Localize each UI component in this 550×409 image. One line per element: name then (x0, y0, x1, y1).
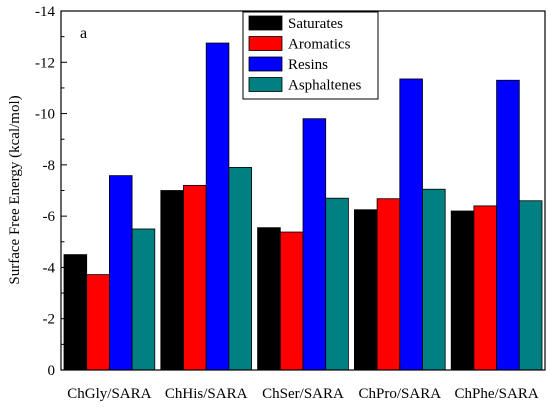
y-tick-label: -14 (35, 4, 55, 20)
bars-group (63, 42, 543, 371)
bar-asphaltenes-5 (518, 200, 543, 371)
bar-saturates-2 (160, 190, 184, 371)
bar-resins-2 (205, 42, 230, 371)
x-tick-label: ChPro/SARA (359, 386, 442, 402)
legend-label-asphaltenes: Asphaltenes (288, 78, 361, 94)
y-tick-label: -4 (43, 260, 56, 276)
bar-asphaltenes-1 (131, 228, 156, 371)
bar-aromatics-3 (279, 231, 304, 371)
bar-saturates-3 (257, 227, 281, 371)
legend-label-aromatics: Aromatics (288, 37, 351, 53)
bar-resins-5 (496, 79, 520, 371)
panel-letter: a (80, 25, 87, 42)
y-tick-label: -10 (35, 107, 55, 123)
bar-asphaltenes-2 (228, 167, 252, 371)
y-axis-title: Surface Free Energy (kcal/mol) (7, 95, 23, 284)
x-tick-label: ChHis/SARA (165, 386, 248, 402)
y-tick-label: -6 (43, 209, 56, 225)
legend: Saturates Aromatics Resins Asphaltenes (242, 11, 379, 100)
bar-aromatics-5 (473, 205, 497, 371)
bar-saturates-4 (353, 209, 378, 371)
x-tick-label: ChGly/SARA (67, 386, 151, 402)
bar-saturates-5 (450, 210, 475, 371)
x-tick-label: ChPhe/SARA (455, 386, 539, 402)
bar-asphaltenes-3 (325, 197, 349, 371)
bar-resins-4 (399, 78, 423, 371)
legend-swatch-asphaltenes (248, 77, 283, 92)
y-axis-ticks: 0 -2 -4 -6 -8 -10 -12 -14 (35, 4, 67, 379)
bar-resins-1 (109, 175, 133, 371)
legend-swatch-aromatics (248, 36, 283, 51)
bar-asphaltenes-4 (422, 188, 446, 371)
legend-swatch-resins (248, 56, 283, 72)
y-tick-label: -8 (43, 158, 56, 174)
legend-swatch-saturates (248, 15, 283, 31)
bar-aromatics-2 (183, 184, 207, 371)
x-axis-ticks: ChGly/SARA ChHis/SARA ChSer/SARA ChPro/SARA… (67, 364, 539, 402)
bar-aromatics-1 (86, 274, 110, 371)
legend-label-resins: Resins (288, 57, 328, 73)
bar-aromatics-4 (376, 198, 401, 371)
y-tick-label: -2 (43, 312, 56, 328)
x-tick-label: ChSer/SARA (262, 386, 344, 402)
bar-saturates-1 (63, 254, 88, 371)
y-tick-label: -12 (35, 55, 55, 71)
bar-resins-3 (302, 118, 327, 371)
y-tick-label: 0 (48, 363, 56, 379)
legend-label-saturates: Saturates (288, 16, 343, 32)
